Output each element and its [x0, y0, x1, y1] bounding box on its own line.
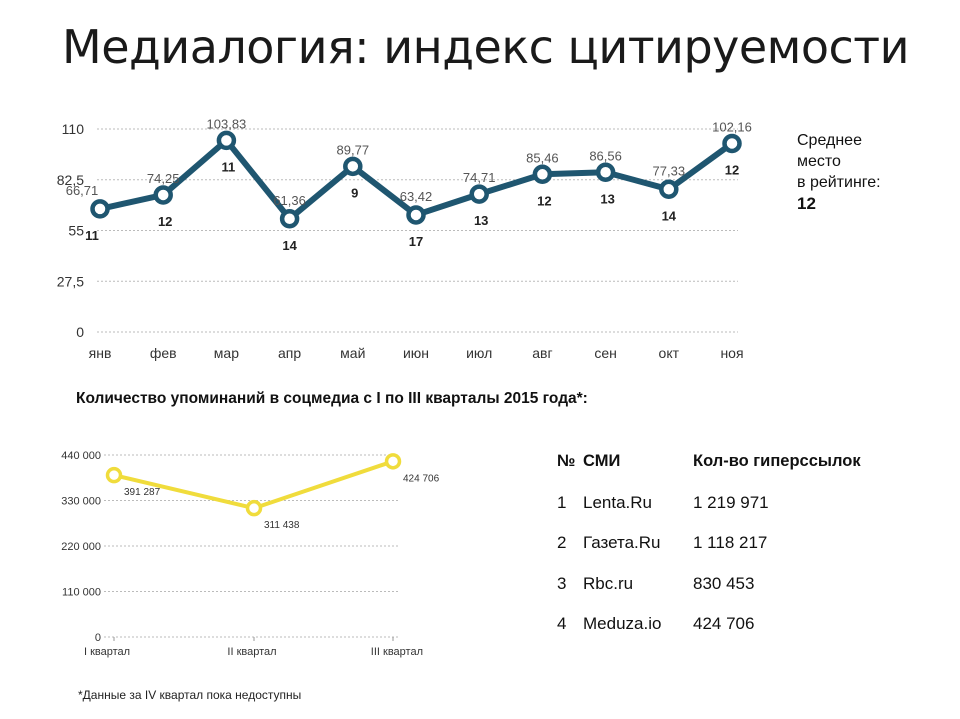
data-point	[384, 453, 402, 470]
row-num: 3	[557, 573, 567, 593]
value-label: 61,36	[273, 193, 306, 208]
data-point	[245, 499, 263, 517]
row-links: 1 219 971	[693, 492, 769, 512]
x-tick-label: янв	[89, 345, 112, 361]
x-tick-label: сен	[594, 345, 617, 361]
x-tick-label: апр	[278, 345, 301, 361]
x-tick-label: май	[340, 345, 365, 361]
value-label: 74,25	[147, 171, 180, 186]
rank-label: 12	[537, 193, 551, 208]
value-label: 66,71	[66, 183, 99, 198]
y-tick-label: 0	[95, 632, 101, 644]
row-links: 1 118 217	[693, 533, 768, 552]
data-point	[105, 466, 123, 484]
row-media: Lenta.Ru	[583, 492, 652, 512]
social-mentions-chart: 0 110 000 220 000 330 000 440 000 I квартал II…	[61, 450, 440, 658]
average-rank-label-3: в рейтинге:	[797, 174, 881, 191]
y-tick-label: 27,5	[57, 273, 84, 289]
row-media: Газета.Ru	[583, 533, 661, 552]
rank-label: 17	[409, 234, 423, 249]
data-point	[659, 179, 679, 200]
value-label: 311 438	[264, 520, 300, 531]
rank-label: 13	[600, 191, 614, 206]
data-point	[216, 130, 237, 151]
x-tick-label: июн	[403, 345, 429, 361]
value-label: 89,77	[337, 142, 370, 157]
data-point	[722, 133, 742, 154]
data-point	[406, 205, 426, 225]
rank-label: 14	[282, 238, 297, 253]
x-tick-label: III квартал	[371, 646, 423, 658]
header-media: СМИ	[583, 452, 621, 470]
y-tick-label: 0	[76, 324, 84, 340]
rank-label: 13	[474, 213, 488, 228]
value-label: 85,46	[526, 150, 559, 165]
header-num: №	[557, 452, 576, 470]
y-tick-label: 110	[62, 121, 85, 137]
x-tick-label: ноя	[720, 345, 743, 361]
x-tick-label: II квартал	[227, 646, 276, 658]
header-links: Кол-во гиперссылок	[693, 452, 861, 470]
row-links: 424 706	[693, 614, 755, 633]
page-title: Медиалогия: индекс цитируемости	[62, 20, 910, 74]
y-tick-label: 330 000	[61, 496, 101, 508]
average-rank-note: Среднее место в рейтинге: 12	[797, 130, 937, 214]
row-links: 830 453	[693, 573, 755, 593]
rank-label: 11	[85, 228, 99, 243]
rank-label: 12	[725, 162, 739, 177]
rank-label: 11	[222, 159, 236, 174]
data-point	[279, 209, 300, 229]
data-point	[532, 164, 553, 185]
rank-label: 12	[158, 214, 172, 229]
data-point	[469, 184, 489, 204]
x-tick-label: мар	[214, 345, 239, 361]
row-num: 2	[557, 533, 567, 552]
row-media: Meduza.io	[583, 614, 662, 633]
rank-label: 14	[662, 208, 677, 223]
row-num: 1	[557, 492, 567, 512]
x-tick-label: окт	[659, 345, 680, 361]
value-label: 102,16	[712, 119, 752, 134]
y-tick-label: 440 000	[61, 450, 101, 462]
y-tick-label: 110 000	[62, 587, 101, 599]
value-label: 77,33	[653, 163, 686, 178]
value-label: 391 287	[124, 487, 161, 498]
social-media-chart-title: Количество упоминаний в соцмедиа с I по …	[76, 390, 588, 407]
value-label: 63,42	[400, 189, 433, 204]
value-label: 74,71	[463, 170, 496, 185]
footnote: *Данные за IV квартал пока недоступны	[78, 688, 302, 702]
rank-label: 9	[351, 185, 358, 200]
x-tick-label: I квартал	[84, 646, 130, 658]
data-point	[153, 185, 173, 205]
y-tick-label: 220 000	[61, 541, 101, 553]
average-rank-value: 12	[797, 194, 816, 213]
data-point	[343, 156, 363, 177]
average-rank-label-2: место	[797, 153, 841, 170]
data-point	[595, 162, 616, 183]
row-media: Rbc.ru	[583, 573, 634, 593]
y-tick-label: 82,5	[57, 172, 84, 188]
value-label: 103,83	[207, 116, 247, 131]
citation-index-chart: 0 27,5 55 82,5 110 янв фев мар апр май июн июл авг се…	[57, 116, 752, 361]
data-point	[90, 199, 110, 219]
y-tick-label: 55	[68, 223, 84, 239]
x-tick-label: июл	[466, 345, 492, 361]
x-tick-label: фев	[150, 345, 177, 361]
value-label: 424 706	[403, 473, 440, 484]
average-rank-label-1: Среднее	[797, 132, 862, 149]
value-label: 86,56	[589, 148, 622, 163]
x-tick-label: авг	[532, 345, 552, 361]
row-num: 4	[557, 614, 567, 633]
